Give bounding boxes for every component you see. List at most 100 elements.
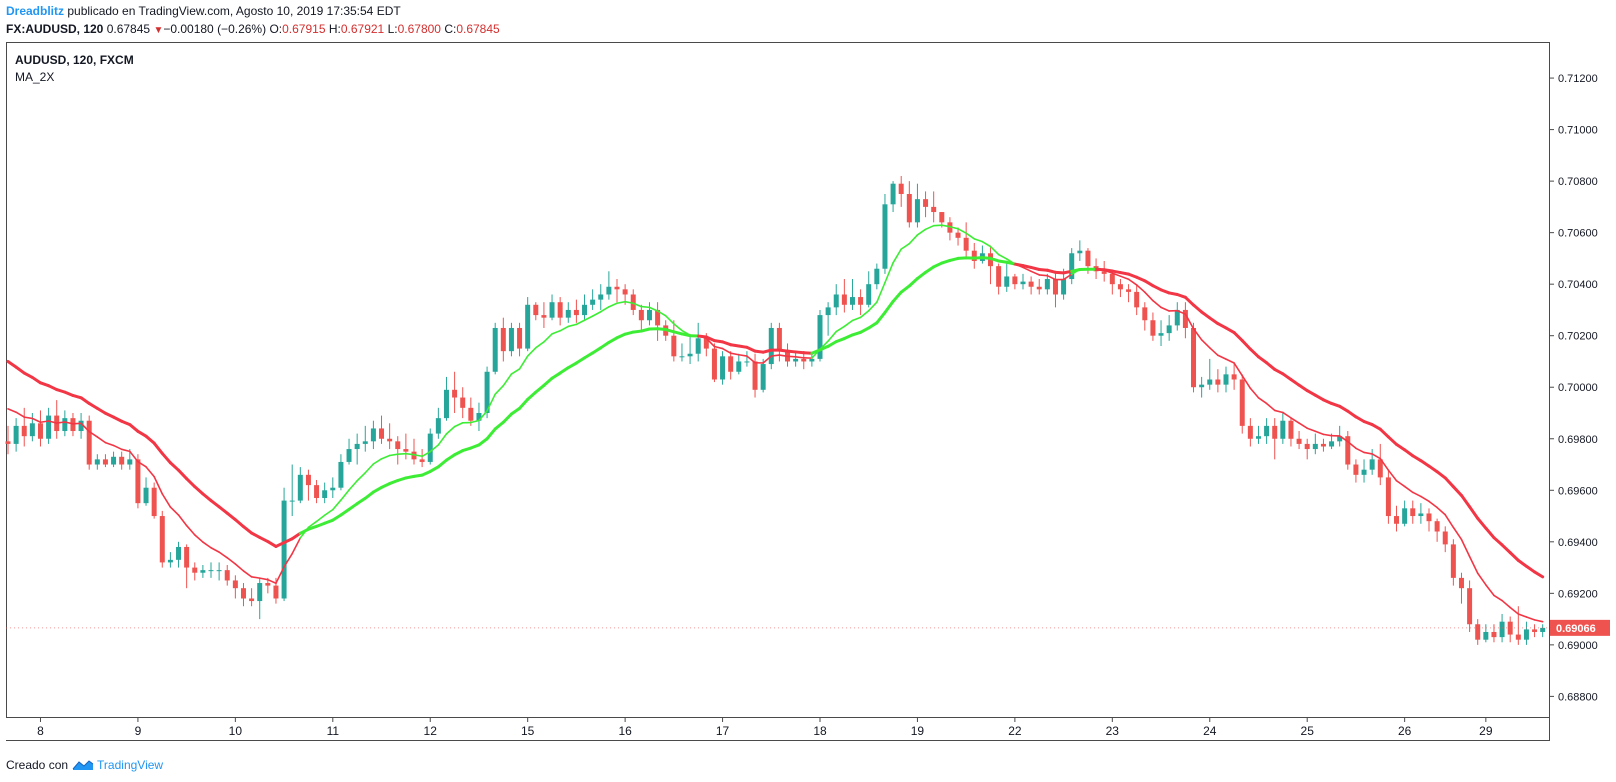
ma-fast-segment [1355, 447, 1365, 454]
ma-slow-segment [591, 346, 603, 355]
ma-fast-segment [1338, 435, 1349, 443]
x-tick-label: 25 [1301, 724, 1315, 738]
candle-body [1117, 284, 1123, 290]
ma-fast-segment [453, 421, 464, 428]
ma-slow-segment [241, 525, 254, 535]
ma-fast-segment [1249, 387, 1260, 399]
candle-body [232, 580, 238, 589]
candle [971, 242, 977, 269]
candle-body [500, 327, 506, 352]
candle-body [1532, 629, 1538, 632]
candle [638, 304, 644, 331]
ohlc-header: FX:AUDUSD, 120 0.67845 ▼−0.00180 (−0.26%… [6, 22, 500, 36]
candle-body [963, 237, 969, 251]
candle-body [1272, 425, 1278, 439]
candle-body [476, 412, 482, 421]
ma-fast-segment [827, 330, 838, 342]
ma-slow-segment [1492, 536, 1504, 547]
ma-fast-segment [908, 234, 919, 245]
candle-body [379, 428, 385, 439]
candle [452, 371, 458, 413]
ma-fast-segment [55, 421, 66, 424]
candle [533, 302, 539, 321]
candle-body [541, 315, 547, 318]
candle-body [695, 338, 701, 354]
candle [1515, 606, 1521, 645]
ma-fast-segment [1160, 306, 1170, 312]
ma-slow-segment [1208, 316, 1220, 326]
ma-fast-segment [1485, 584, 1495, 597]
candle-body [127, 459, 133, 465]
candle [720, 351, 726, 385]
ma-slow-segment [331, 513, 343, 522]
candle-body [825, 307, 831, 316]
candle-body [776, 327, 782, 352]
candle [468, 397, 474, 426]
ma-fast-segment [1103, 269, 1114, 274]
candle-body [468, 407, 474, 421]
candle-body [858, 297, 864, 305]
candle-body [362, 441, 368, 444]
candle-body [1296, 438, 1302, 444]
ma-slow-segment [899, 284, 911, 294]
candle [687, 335, 693, 365]
ma-fast-segment [47, 420, 58, 424]
candle [78, 412, 84, 439]
candle-body [200, 570, 206, 573]
ma-fast-segment [437, 433, 448, 446]
candle [1101, 260, 1107, 282]
candle [1069, 248, 1075, 285]
candle [1434, 518, 1440, 542]
x-tick-label: 16 [618, 724, 632, 738]
candle [314, 479, 320, 504]
ma-slow-segment [859, 326, 871, 334]
ma-fast-segment [388, 453, 399, 457]
ma-fast-segment [794, 356, 805, 359]
ma-fast-segment [202, 541, 212, 549]
candle [517, 322, 523, 357]
candle [809, 353, 815, 367]
candle-body [809, 358, 815, 362]
candle [411, 438, 417, 465]
candle-body [1369, 459, 1375, 470]
candle-body [1361, 469, 1367, 475]
ma-slow-segment [1443, 476, 1455, 489]
candle-body [86, 420, 92, 465]
ma-fast-segment [218, 551, 229, 559]
candle [1353, 459, 1359, 483]
ma-slow-segment [152, 441, 164, 455]
ma-fast-segment [1282, 411, 1292, 419]
ma-slow-segment [574, 356, 587, 365]
ma-fast-segment [161, 493, 172, 508]
candle [1296, 431, 1302, 450]
candle [549, 294, 555, 321]
candle-body [508, 327, 514, 352]
candle [1231, 364, 1237, 390]
y-tick-label: 0.69400 [1558, 537, 1598, 549]
ma-slow-segment [583, 351, 595, 360]
candle [1215, 369, 1221, 393]
tradingview-link[interactable]: TradingView [97, 758, 164, 772]
candle [898, 175, 904, 207]
candle [232, 575, 238, 599]
candle [1458, 572, 1464, 604]
ma-slow-segment [1500, 543, 1512, 555]
created-with-label: Creado con [6, 758, 69, 772]
ma-fast-segment [1322, 433, 1333, 437]
candle [1199, 376, 1205, 398]
candle [1117, 279, 1123, 298]
ma-slow-segment [168, 461, 181, 472]
ma-slow-segment [1403, 448, 1415, 458]
candle [614, 279, 620, 303]
ma-slow-segment [1508, 551, 1520, 562]
ma-fast-segment [1014, 263, 1024, 269]
ma-fast-segment [1152, 299, 1162, 309]
candle-body [866, 284, 872, 305]
ma-slow-segment [250, 531, 262, 539]
ma-fast-segment [681, 329, 691, 336]
ma-fast-segment [526, 347, 537, 357]
candle [947, 217, 953, 241]
candle-body [687, 353, 693, 357]
author-name[interactable]: Dreadblitz [6, 4, 65, 18]
